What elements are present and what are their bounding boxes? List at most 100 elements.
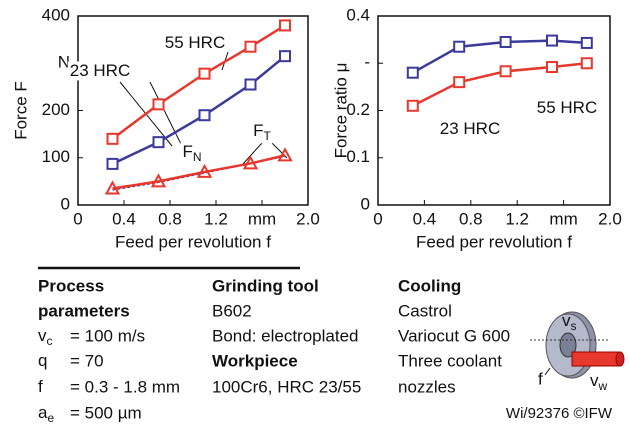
- annotation: 23 HRC: [70, 61, 130, 80]
- leader-line: [241, 142, 263, 166]
- x-tick-label: mm: [549, 209, 577, 228]
- diagram-label: f: [538, 369, 543, 388]
- text-part: 23 HRC: [440, 119, 500, 138]
- parameter-symbol: f: [38, 377, 43, 396]
- diagram-label: vs: [562, 311, 577, 333]
- heading: Grinding tool: [212, 276, 319, 295]
- marker: [453, 76, 466, 89]
- cooling-line: Castrol: [398, 301, 452, 320]
- y-tick-label: 0: [361, 194, 370, 213]
- heading: Workpiece: [212, 351, 298, 370]
- subscript: e: [47, 411, 54, 425]
- heading: parameters: [38, 301, 130, 320]
- subscript: c: [47, 334, 53, 348]
- text-part: 55 HRC: [165, 33, 225, 52]
- marker: [499, 35, 512, 48]
- marker: [277, 147, 293, 162]
- marker: [580, 57, 593, 70]
- workpiece-line: 100Cr6, HRC 23/55: [212, 377, 361, 396]
- marker: [196, 163, 213, 178]
- y-tick-label: -: [364, 53, 370, 72]
- annotation-bg: [180, 142, 204, 165]
- x-tick-label: 0.4: [112, 209, 136, 228]
- y-tick-label: N: [58, 53, 70, 72]
- y-tick-label: 0.2: [346, 100, 370, 119]
- marker: [546, 61, 558, 74]
- marker: [406, 99, 419, 112]
- parameter-value: = 100 m/s: [70, 326, 145, 345]
- marker: [106, 132, 119, 145]
- x-tick-label: 2.0: [598, 209, 622, 228]
- x-tick-label: 1.2: [204, 209, 228, 228]
- y-tick-label: 100: [42, 147, 70, 166]
- text-part: f: [38, 377, 43, 396]
- leader-line: [149, 81, 184, 149]
- text-part: 23 HRC: [70, 61, 130, 80]
- x-tick-label: 1.2: [505, 209, 529, 228]
- text-part: 55 HRC: [537, 98, 597, 117]
- heading: Cooling: [398, 276, 461, 295]
- marker: [244, 78, 257, 91]
- parameter-symbol: ae: [38, 403, 54, 425]
- parameter-symbol: vc: [38, 326, 53, 348]
- parameter-symbol: q: [38, 351, 47, 370]
- subscript: w: [598, 379, 608, 393]
- annotation-bg: [162, 33, 228, 53]
- text-part: q: [38, 351, 47, 370]
- subscript: s: [571, 319, 577, 333]
- tool-line: Bond: electroplated: [212, 326, 359, 345]
- subscript: N: [193, 150, 202, 164]
- marker: [580, 36, 593, 49]
- marker: [106, 157, 119, 170]
- marker: [499, 65, 512, 78]
- marker: [453, 40, 466, 53]
- annotation: 55 HRC: [165, 33, 225, 52]
- text-part: a: [38, 403, 48, 422]
- x-tick-label: 2.0: [296, 209, 320, 228]
- x-tick-label: 0: [73, 209, 82, 228]
- text-part: F: [253, 121, 263, 140]
- marker: [546, 34, 558, 47]
- x-tick-label: 0: [373, 209, 382, 228]
- grinding-icon: [530, 311, 625, 379]
- annotation: 23 HRC: [440, 119, 500, 138]
- y-axis-title: Force ratio μ: [331, 63, 350, 159]
- heading: Process: [38, 276, 104, 295]
- annotation-bg: [251, 121, 274, 144]
- marker: [198, 109, 211, 122]
- diagram-label: vw: [590, 371, 608, 393]
- marker: [406, 66, 419, 79]
- x-tick-label: 0.8: [459, 209, 483, 228]
- credit: Wi/92376 ©IFW: [506, 405, 613, 422]
- cooling-line: Three coolant: [398, 351, 502, 370]
- marker: [152, 98, 165, 111]
- y-tick-label: 0.1: [346, 147, 370, 166]
- x-tick-label: 0.8: [158, 209, 182, 228]
- annotation-bg: [534, 98, 600, 118]
- marker: [244, 40, 257, 53]
- annotation-bg: [437, 119, 503, 139]
- parameter-value: = 0.3 - 1.8 mm: [70, 377, 180, 396]
- x-tick-label: 0.4: [413, 209, 437, 228]
- marker: [152, 136, 165, 149]
- marker: [104, 180, 121, 195]
- marker: [198, 67, 211, 80]
- text-part: F: [182, 142, 192, 161]
- x-tick-label: mm: [248, 209, 276, 228]
- text-part: v: [590, 371, 599, 390]
- annotation-bg: [67, 61, 133, 81]
- parameter-value: = 500 µm: [70, 403, 142, 422]
- cooling-line: nozzles: [398, 377, 456, 396]
- marker: [279, 50, 291, 63]
- series-line: [112, 154, 286, 190]
- cooling-line: Variocut G 600: [398, 326, 510, 345]
- text-part: v: [562, 311, 571, 330]
- x-axis-title: Feed per revolution f: [416, 232, 572, 251]
- y-tick-label: 0.4: [346, 5, 370, 24]
- marker: [279, 19, 291, 32]
- tool-line: B602: [212, 301, 252, 320]
- marker: [242, 155, 259, 170]
- x-axis-title: Feed per revolution f: [115, 232, 271, 251]
- parameter-value: = 70: [70, 351, 104, 370]
